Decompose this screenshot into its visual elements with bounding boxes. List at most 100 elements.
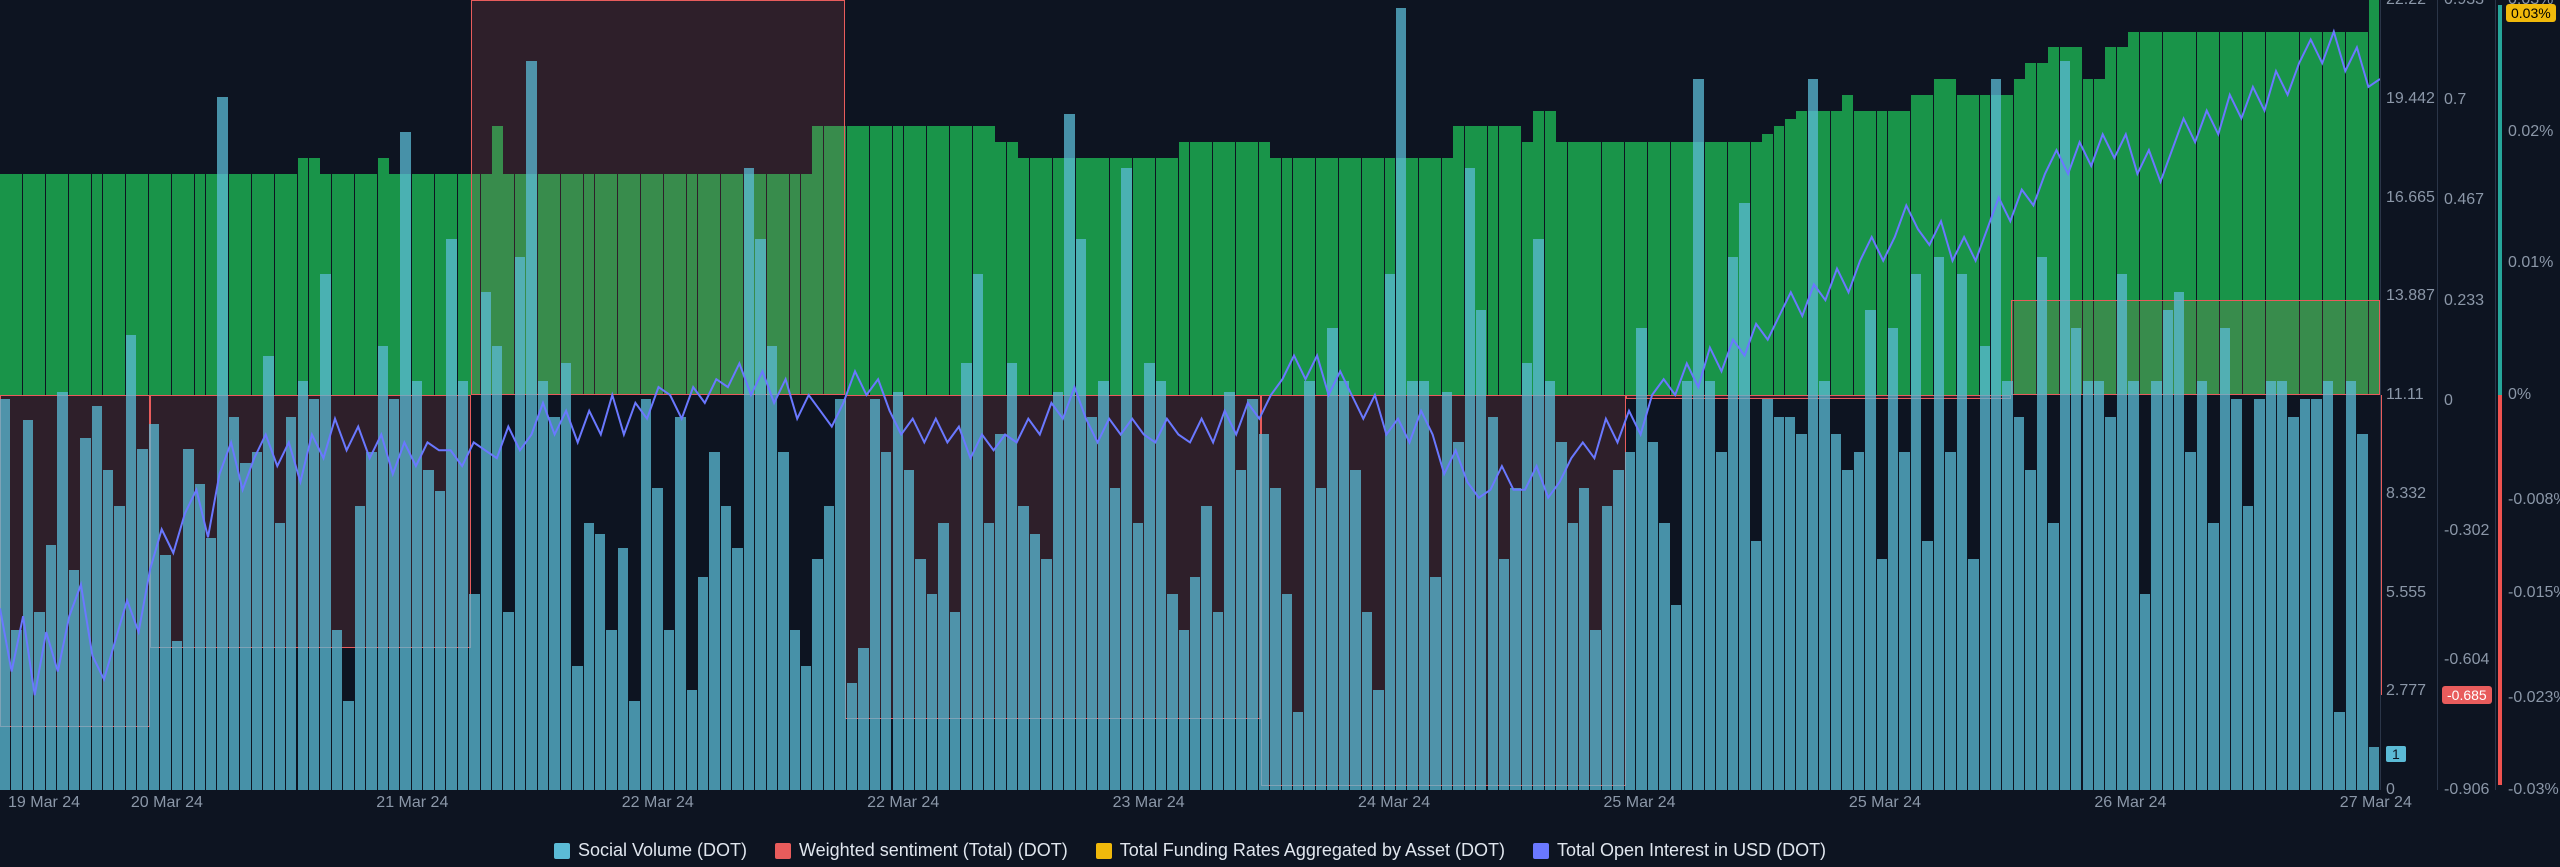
social-volume-bar xyxy=(366,452,376,790)
social-volume-bar xyxy=(1213,612,1223,790)
open-interest-bar xyxy=(1453,126,1464,395)
social-volume-bar xyxy=(2323,381,2333,790)
open-interest-bar xyxy=(1293,158,1304,395)
y-axis-1[interactable]: 22.2219.44216.66513.88711.118.3325.5552.… xyxy=(2382,0,2437,790)
open-interest-bar xyxy=(412,174,423,395)
plot-area[interactable] xyxy=(0,0,2380,790)
open-interest-bar xyxy=(1236,142,1247,395)
y-axis-2[interactable]: 0.9330.70.4670.2330-0.302-0.604-0.906-0.… xyxy=(2440,0,2495,790)
social-volume-bar xyxy=(2369,747,2379,790)
open-interest-bar xyxy=(435,174,446,395)
open-interest-bar xyxy=(1156,158,1167,395)
open-interest-bar xyxy=(1785,119,1796,396)
y1-tick: 22.22 xyxy=(2386,0,2426,9)
social-volume-bar xyxy=(755,239,765,790)
open-interest-bar xyxy=(195,174,206,395)
swatch-sentiment xyxy=(775,843,791,859)
social-volume-bar xyxy=(412,381,422,790)
social-volume-bar xyxy=(1762,399,1772,790)
social-volume-bar xyxy=(801,666,811,790)
social-volume-bar xyxy=(23,420,33,790)
y1-tick: 5.555 xyxy=(2386,584,2426,602)
social-volume-bar xyxy=(435,491,445,790)
open-interest-bar xyxy=(938,126,949,395)
social-volume-bar xyxy=(2048,523,2058,790)
open-interest-bar xyxy=(229,174,240,395)
social-volume-bar xyxy=(1304,381,1314,790)
y2-current-badge: -0.685 xyxy=(2442,686,2492,704)
open-interest-bar xyxy=(1682,142,1693,395)
social-volume-bar xyxy=(1877,559,1887,790)
social-volume-bar xyxy=(2311,399,2321,790)
y3-tick: -0.03% xyxy=(2508,781,2559,799)
open-interest-bar xyxy=(389,174,400,395)
social-volume-bar xyxy=(2208,523,2218,790)
social-volume-bar xyxy=(80,438,90,790)
social-volume-bar xyxy=(183,449,193,790)
x-tick: 25 Mar 24 xyxy=(1603,794,1675,812)
social-volume-bar xyxy=(2128,381,2138,790)
y1-tick: 8.332 xyxy=(2386,485,2426,503)
y3-tick: -0.008% xyxy=(2508,491,2560,509)
open-interest-bar xyxy=(1133,158,1144,395)
open-interest-bar xyxy=(1625,142,1636,395)
social-volume-bar xyxy=(1888,328,1898,790)
social-volume-bar xyxy=(0,399,10,790)
social-volume-bar xyxy=(355,506,365,790)
open-interest-bar xyxy=(927,126,938,395)
open-interest-bar xyxy=(149,174,160,395)
open-interest-bar xyxy=(858,126,869,395)
open-interest-bar xyxy=(57,174,68,395)
open-interest-bar xyxy=(995,142,1006,395)
social-volume-bar xyxy=(2002,381,2012,790)
open-interest-bar xyxy=(23,174,34,395)
open-interest-bar xyxy=(961,126,972,395)
social-volume-bar xyxy=(847,683,857,790)
social-volume-bar xyxy=(2357,434,2367,790)
social-volume-bar xyxy=(492,346,502,790)
x-tick: 25 Mar 24 xyxy=(1849,794,1921,812)
social-volume-bar xyxy=(1659,523,1669,790)
social-volume-bar xyxy=(2300,399,2310,790)
x-tick: 22 Mar 24 xyxy=(867,794,939,812)
social-volume-bar xyxy=(1030,534,1040,790)
open-interest-bar xyxy=(1282,158,1293,395)
y3-tick: 0% xyxy=(2508,386,2531,404)
social-volume-bar xyxy=(1991,79,2001,790)
open-interest-bar xyxy=(1877,111,1888,395)
social-volume-bar xyxy=(1911,274,1921,790)
y2-tick: 0 xyxy=(2444,392,2453,410)
legend-item-funding[interactable]: Total Funding Rates Aggregated by Asset … xyxy=(1096,840,1505,861)
legend-item-sentiment[interactable]: Weighted sentiment (Total) (DOT) xyxy=(775,840,1068,861)
open-interest-bar xyxy=(950,126,961,395)
social-volume-bar xyxy=(2083,381,2093,790)
x-tick: 21 Mar 24 xyxy=(376,794,448,812)
social-volume-bar xyxy=(503,612,513,790)
legend-item-open-interest[interactable]: Total Open Interest in USD (DOT) xyxy=(1533,840,1826,861)
social-volume-bar xyxy=(904,470,914,790)
social-volume-bar xyxy=(320,274,330,790)
social-volume-bar xyxy=(378,346,388,790)
social-volume-bar xyxy=(1098,381,1108,790)
social-volume-bar xyxy=(1350,470,1360,790)
social-volume-bar xyxy=(1751,541,1761,790)
open-interest-bar xyxy=(1968,95,1979,395)
social-volume-bar xyxy=(1899,452,1909,790)
open-interest-bar xyxy=(458,174,469,395)
social-volume-bar xyxy=(389,399,399,790)
social-volume-bar xyxy=(915,559,925,790)
social-volume-bar xyxy=(1224,392,1234,790)
open-interest-bar xyxy=(1247,142,1258,395)
legend-item-social-volume[interactable]: Social Volume (DOT) xyxy=(554,840,747,861)
x-axis[interactable]: 19 Mar 2420 Mar 2421 Mar 2422 Mar 2422 M… xyxy=(0,790,2380,820)
y-axis-3[interactable]: 0.03%0.02%0.01%0%-0.008%-0.015%-0.023%-0… xyxy=(2498,0,2560,790)
open-interest-bar xyxy=(893,126,904,395)
social-volume-bar xyxy=(664,630,674,790)
social-volume-bar xyxy=(1442,392,1452,790)
x-tick: 24 Mar 24 xyxy=(1358,794,1430,812)
social-volume-bar xyxy=(721,506,731,790)
social-volume-bar xyxy=(423,470,433,790)
open-interest-bar xyxy=(298,158,309,395)
open-interest-bar xyxy=(1350,158,1361,395)
social-volume-bar xyxy=(2254,399,2264,790)
